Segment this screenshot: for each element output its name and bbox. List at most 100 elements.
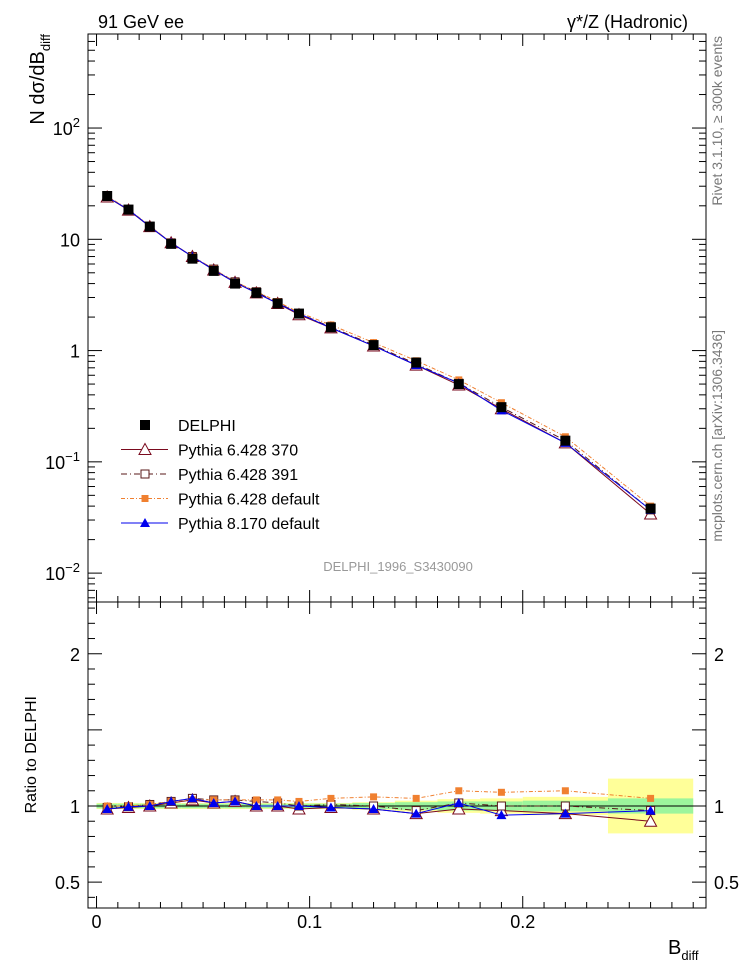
point-pdef [647,794,655,802]
analysis-watermark: DELPHI_1996_S3430090 [323,559,473,574]
point-p8 [144,801,155,810]
legend-entry-data: DELPHI [140,418,236,435]
legend-label: Pythia 6.428 370 [178,443,298,460]
legend: DELPHI Pythia 6.428 370 Pythia 6.428 391 Py… [121,418,320,533]
point-p8 [102,804,113,814]
y-tick-label: 10−2 [45,560,80,584]
y-tick-label-right: 0.5 [714,873,739,893]
legend-marker [141,495,149,502]
point-pdef [412,794,420,802]
legend-entry-p391: Pythia 6.428 391 [121,467,298,484]
y-tick-label: 1 [70,797,80,817]
point-p370 [643,814,658,827]
point-pdef [455,787,463,795]
legend-entry-p8: Pythia 8.170 default [121,516,320,533]
point-p8 [208,797,219,807]
point-data [166,238,177,249]
point-p8 [645,805,656,815]
point-data [208,265,219,276]
legend-marker [140,518,150,527]
point-data [325,322,336,333]
y-tick-label: 102 [53,115,80,139]
point-p8 [560,808,571,818]
series-p8 [102,191,656,514]
y-tick-label-exp: −2 [65,560,80,575]
point-pdef [561,787,569,795]
point-data [368,340,379,351]
y-tick-label-exp: −1 [65,449,80,464]
x-axis-label: Bdiff [668,937,699,963]
y-tick-label: 10 [60,230,80,250]
point-p391 [496,801,506,811]
y-tick-label: 0.5 [55,873,80,893]
ratio-frame [87,601,707,909]
y-axis-label-ratio: Ratio to DELPHI [23,696,40,813]
point-p8 [123,801,134,811]
point-p8 [251,801,262,810]
series-line-p391 [106,196,651,511]
main-plot-area [100,189,658,520]
legend-marker [138,442,152,455]
header-left: 91 GeV ee [98,12,184,32]
series-line-p8 [106,196,651,511]
point-data [102,191,113,202]
point-data [251,287,262,298]
legend-marker [140,420,150,430]
point-pdef [252,796,260,804]
legend-label: Pythia 6.428 391 [178,467,298,484]
point-p8 [272,801,283,810]
series-p8 [102,793,656,820]
legend-label: DELPHI [178,418,236,435]
legend-label: Pythia 8.170 default [178,516,320,533]
point-p8 [496,810,507,820]
point-data [293,308,304,319]
series-data [102,191,656,514]
x-tick-label: 0.1 [297,912,322,932]
y-tick-label-right: 2 [714,645,724,665]
point-data [123,204,134,215]
point-p8 [230,796,241,806]
side-label-rivet: Rivet 3.1.10, ≥ 300k events [709,36,725,206]
point-data [645,503,656,514]
point-p8 [453,797,464,807]
ratio-plot-area [100,787,658,827]
point-p8 [166,796,177,806]
point-pdef [370,793,378,801]
y-tick-label-base: 10 [45,564,65,584]
point-data [411,357,422,368]
point-data [272,298,283,309]
header-right: γ*/Z (Hadronic) [567,12,688,32]
point-data [453,379,464,390]
point-p8 [187,793,198,803]
side-label-mcplots: mcplots.cern.ch [arXiv:1306.3436] [709,330,725,542]
point-p8 [411,808,422,818]
y-tick-label: 2 [70,645,80,665]
point-data [496,402,507,413]
point-data [144,221,155,232]
y-tick-label-exp: 2 [73,115,80,130]
y-tick-label: 1 [70,342,80,362]
point-pdef [497,788,505,796]
y-tick-label-base: 10 [53,119,73,139]
x-tick-label: 0.2 [510,912,535,932]
legend-label: Pythia 6.428 default [178,492,320,509]
point-p8 [293,801,304,810]
point-pdef [274,796,282,804]
point-p370 [451,802,466,815]
point-data [560,435,571,446]
legend-marker [140,469,150,479]
ratio-panel: 0 0.1 0.2 0.5 0.5 1 1 2 2 [55,601,739,932]
point-data [187,253,198,264]
y-tick-label: 10−1 [45,449,80,473]
point-data [230,278,241,289]
legend-entry-p370: Pythia 6.428 370 [121,442,298,460]
y-tick-label-base: 10 [45,453,65,473]
legend-entry-pdef: Pythia 6.428 default [121,492,320,509]
y-tick-label-right: 1 [714,797,724,817]
y-axis-label-main: N dσ/dBdiff [27,34,53,125]
x-tick-label: 0 [92,912,102,932]
series-p391 [102,192,656,515]
point-p8 [325,802,336,812]
